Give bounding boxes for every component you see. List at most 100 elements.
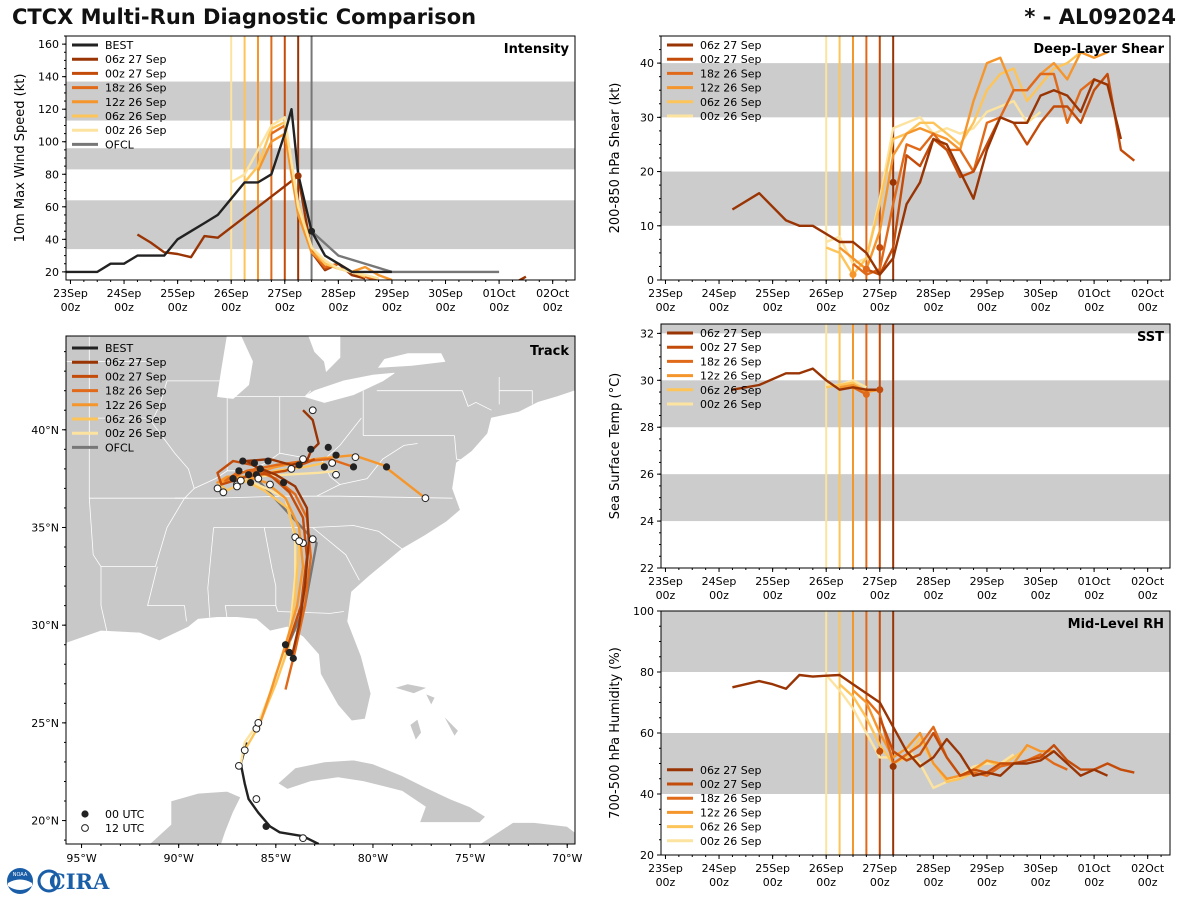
- track-point-12utc-14: [254, 474, 263, 483]
- track-point-12utc-1: [252, 795, 261, 803]
- track-point-00utc-7: [235, 467, 243, 475]
- rh-series-06z-27-sep: [732, 673, 1108, 777]
- rh-xtick-hour: 00z: [816, 876, 836, 889]
- sst-xtick-date: 24Sep: [702, 575, 737, 588]
- intensity-panel: 2040608010012014016023Sep00z24Sep00z25Se…: [13, 35, 576, 314]
- state-border-20: [454, 435, 471, 462]
- sst-legend-label-18z-26-sep: 18z 26 Sep: [700, 355, 762, 368]
- rh-xtick-date: 29Sep: [970, 862, 1005, 875]
- yucatan-land: [66, 790, 242, 844]
- track-point-12utc-18: [351, 453, 360, 462]
- intensity-legend-label-18z-26-sep: 18z 26 Sep: [105, 82, 167, 95]
- rh-ytick-label: 100: [633, 605, 654, 618]
- track-point-12utc-22: [287, 464, 296, 473]
- sst-xtick-date: 29Sep: [970, 575, 1005, 588]
- sst-legend-label-00z-27-sep: 00z 27 Sep: [700, 341, 762, 354]
- shear-xtick-hour: 00z: [870, 301, 890, 314]
- intensity-legend-label-06z-26-sep: 06z 26 Sep: [105, 110, 167, 123]
- track-point-00utc-2: [285, 648, 294, 657]
- rh-panel: 2040608010023Sep00z24Sep00z25Sep00z26Sep…: [608, 605, 1171, 889]
- track-panel: 95°W 90°W 85°W 80°W 75°W 70°W 20°N 25°N 30°N 35°N…: [31, 335, 583, 865]
- sst-band-0: [661, 474, 1170, 522]
- track-point-00utc-17: [332, 451, 340, 459]
- track-point-00utc-12: [320, 463, 328, 471]
- intensity-ytick-label: 80: [45, 168, 59, 181]
- track-legend-12utc-label: 12 UTC: [105, 822, 145, 835]
- track-ytick-label: 40°N: [31, 424, 59, 437]
- rh-xtick-hour: 00z: [1138, 876, 1158, 889]
- intensity-xtick-date: 23Sep: [53, 287, 88, 300]
- intensity-xtick-hour: 00z: [436, 301, 456, 314]
- intensity-ytick-label: 140: [38, 71, 59, 84]
- sst-xtick-hour: 00z: [709, 589, 729, 602]
- bahamas-eleuthera: [442, 714, 459, 738]
- track-legend-label-best: BEST: [105, 342, 133, 355]
- rh-band-0: [661, 733, 1170, 794]
- sst-xtick-hour: 00z: [656, 589, 676, 602]
- rh-ylabel: 700-500 hPa Humidity (%): [608, 647, 623, 819]
- track-point-12utc-0: [299, 834, 307, 843]
- sst-xtick-date: 01Oct: [1078, 575, 1112, 588]
- lake-huron: [308, 336, 341, 373]
- track-legend-label-06z-26-sep: 06z 26 Sep: [105, 413, 167, 426]
- shear-ylabel: 200-850 hPa Shear (kt): [608, 83, 623, 234]
- shear-ytick-label: 10: [640, 220, 654, 233]
- track-point-12utc-10: [213, 484, 222, 493]
- rh-xtick-date: 30Sep: [1023, 862, 1058, 875]
- shear-xtick-hour: 00z: [709, 301, 729, 314]
- rh-legend-label-18z-26-sep: 18z 26 Sep: [700, 792, 762, 805]
- track-point-00utc-1: [281, 641, 290, 649]
- track-point-00utc-3: [289, 654, 297, 662]
- track-xtick-label: 85°W: [261, 852, 291, 865]
- track-xtick-label: 80°W: [358, 852, 388, 865]
- hispaniola-land: [479, 822, 575, 844]
- track-legend-label-12z-26-sep: 12z 26 Sep: [105, 399, 167, 412]
- figure-title: CTCX Multi-Run Diagnostic Comparison: [12, 5, 477, 29]
- intensity-band-1: [66, 148, 575, 170]
- intensity-legend-label-06z-27-sep: 06z 27 Sep: [105, 53, 167, 66]
- track-map-area: [66, 336, 575, 844]
- shear-series-06z-26-sep: [825, 51, 1082, 276]
- rh-legend-label-00z-26-sep: 00z 26 Sep: [700, 835, 762, 848]
- rh-xtick-hour: 00z: [656, 876, 676, 889]
- shear-xtick-date: 28Sep: [916, 287, 951, 300]
- intensity-xtick-date: 25Sep: [160, 287, 195, 300]
- logos: NOAA CIRA: [7, 868, 110, 894]
- sst-xtick-hour: 00z: [870, 589, 890, 602]
- sst-series-06z-27-sep: [732, 367, 880, 391]
- track-point-00utc-16: [324, 443, 332, 451]
- shear-xtick-date: 29Sep: [970, 287, 1005, 300]
- track-frame: [65, 335, 576, 845]
- shear-legend-label-12z-26-sep: 12z 26 Sep: [700, 82, 762, 95]
- rh-xtick-date: 28Sep: [916, 862, 951, 875]
- intensity-init-marker-0: [294, 172, 302, 180]
- rh-xtick-hour: 00z: [870, 876, 890, 889]
- shear-legend-label-00z-26-sep: 00z 26 Sep: [700, 110, 762, 123]
- rh-legend-label-06z-26-sep: 06z 26 Sep: [700, 821, 762, 834]
- track-point-12utc-17: [332, 470, 340, 479]
- track-point-12utc-19: [421, 494, 430, 503]
- cira-logo-text: CIRA: [49, 869, 110, 894]
- intensity-legend-label-best: BEST: [105, 39, 133, 52]
- sst-legend-label-06z-26-sep: 06z 26 Sep: [700, 384, 762, 397]
- state-border-23: [499, 390, 533, 405]
- rh-xtick-date: 27Sep: [862, 862, 897, 875]
- intensity-xtick-hour: 00z: [382, 301, 402, 314]
- intensity-ytick-label: 120: [38, 103, 59, 116]
- track-point-12utc-23: [233, 482, 241, 491]
- intensity-xtick-date: 01Oct: [483, 287, 517, 300]
- intensity-ytick-label: 20: [45, 266, 59, 279]
- track-ytick-label: 30°N: [31, 619, 59, 632]
- bahamas-grand: [392, 683, 429, 695]
- shear-ytick-label: 0: [647, 274, 654, 287]
- rh-xtick-date: 01Oct: [1078, 862, 1112, 875]
- shear-panel: 01020304023Sep00z24Sep00z25Sep00z26Sep00…: [608, 35, 1171, 314]
- intensity-xtick-date: 26Sep: [214, 287, 249, 300]
- shear-legend-label-06z-27-sep: 06z 27 Sep: [700, 39, 762, 52]
- sst-xtick-date: 25Sep: [755, 575, 790, 588]
- intensity-xtick-date: 27Sep: [267, 287, 302, 300]
- track-ytick-label: 35°N: [31, 521, 59, 534]
- track-legend-00utc-label: 00 UTC: [105, 808, 145, 821]
- shear-ytick-label: 30: [640, 111, 654, 124]
- shear-xtick-hour: 00z: [1084, 301, 1104, 314]
